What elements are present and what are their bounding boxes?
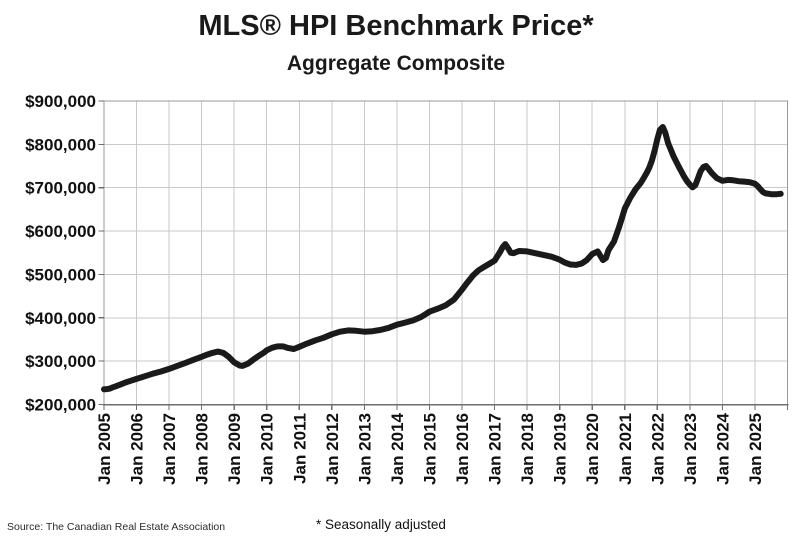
x-axis-label: Jan 2009	[225, 413, 244, 485]
x-axis-label: Jan 2007	[160, 413, 179, 485]
x-axis-label: Jan 2011	[290, 413, 309, 484]
x-axis-label: Jan 2010	[258, 413, 277, 485]
y-axis-label: $300,000	[25, 352, 96, 371]
x-axis-label: Jan 2025	[746, 413, 765, 485]
x-axis-label: Jan 2024	[713, 412, 732, 484]
x-axis-label: Jan 2005	[95, 413, 114, 485]
y-axis-label: $200,000	[25, 396, 96, 415]
x-axis-label: Jan 2021	[616, 413, 635, 485]
y-axis-label: $500,000	[25, 265, 96, 284]
source-text: Source: The Canadian Real Estate Associa…	[7, 521, 226, 533]
chart-subtitle: Aggregate Composite	[286, 52, 506, 75]
x-axis-label: Jan 2023	[681, 413, 700, 485]
x-axis-label: Jan 2016	[453, 413, 472, 485]
y-axis-label: $700,000	[25, 179, 96, 198]
x-axis-label: Jan 2012	[323, 413, 342, 485]
x-axis-label: Jan 2008	[193, 413, 212, 485]
chart-title: MLS® HPI Benchmark Price*	[198, 10, 594, 42]
y-axis-label: $800,000	[25, 135, 96, 154]
y-axis-label: $900,000	[25, 92, 96, 111]
seasonally-adjusted-note: * Seasonally adjusted	[316, 517, 446, 532]
x-axis-label: Jan 2013	[355, 413, 374, 485]
x-axis-label: Jan 2020	[583, 413, 602, 485]
x-axis-label: Jan 2006	[128, 413, 147, 485]
x-axis-label: Jan 2014	[388, 412, 407, 484]
plot-border	[103, 100, 789, 406]
x-axis-label: Jan 2022	[648, 413, 667, 485]
x-axis-label: Jan 2015	[420, 413, 439, 485]
x-axis-label: Jan 2019	[551, 413, 570, 485]
x-axis-label: Jan 2018	[518, 413, 537, 485]
y-axis-label: $600,000	[25, 222, 96, 241]
y-axis-label: $400,000	[25, 309, 96, 328]
x-axis-label: Jan 2017	[486, 413, 505, 485]
benchmark-price-line	[101, 124, 784, 393]
